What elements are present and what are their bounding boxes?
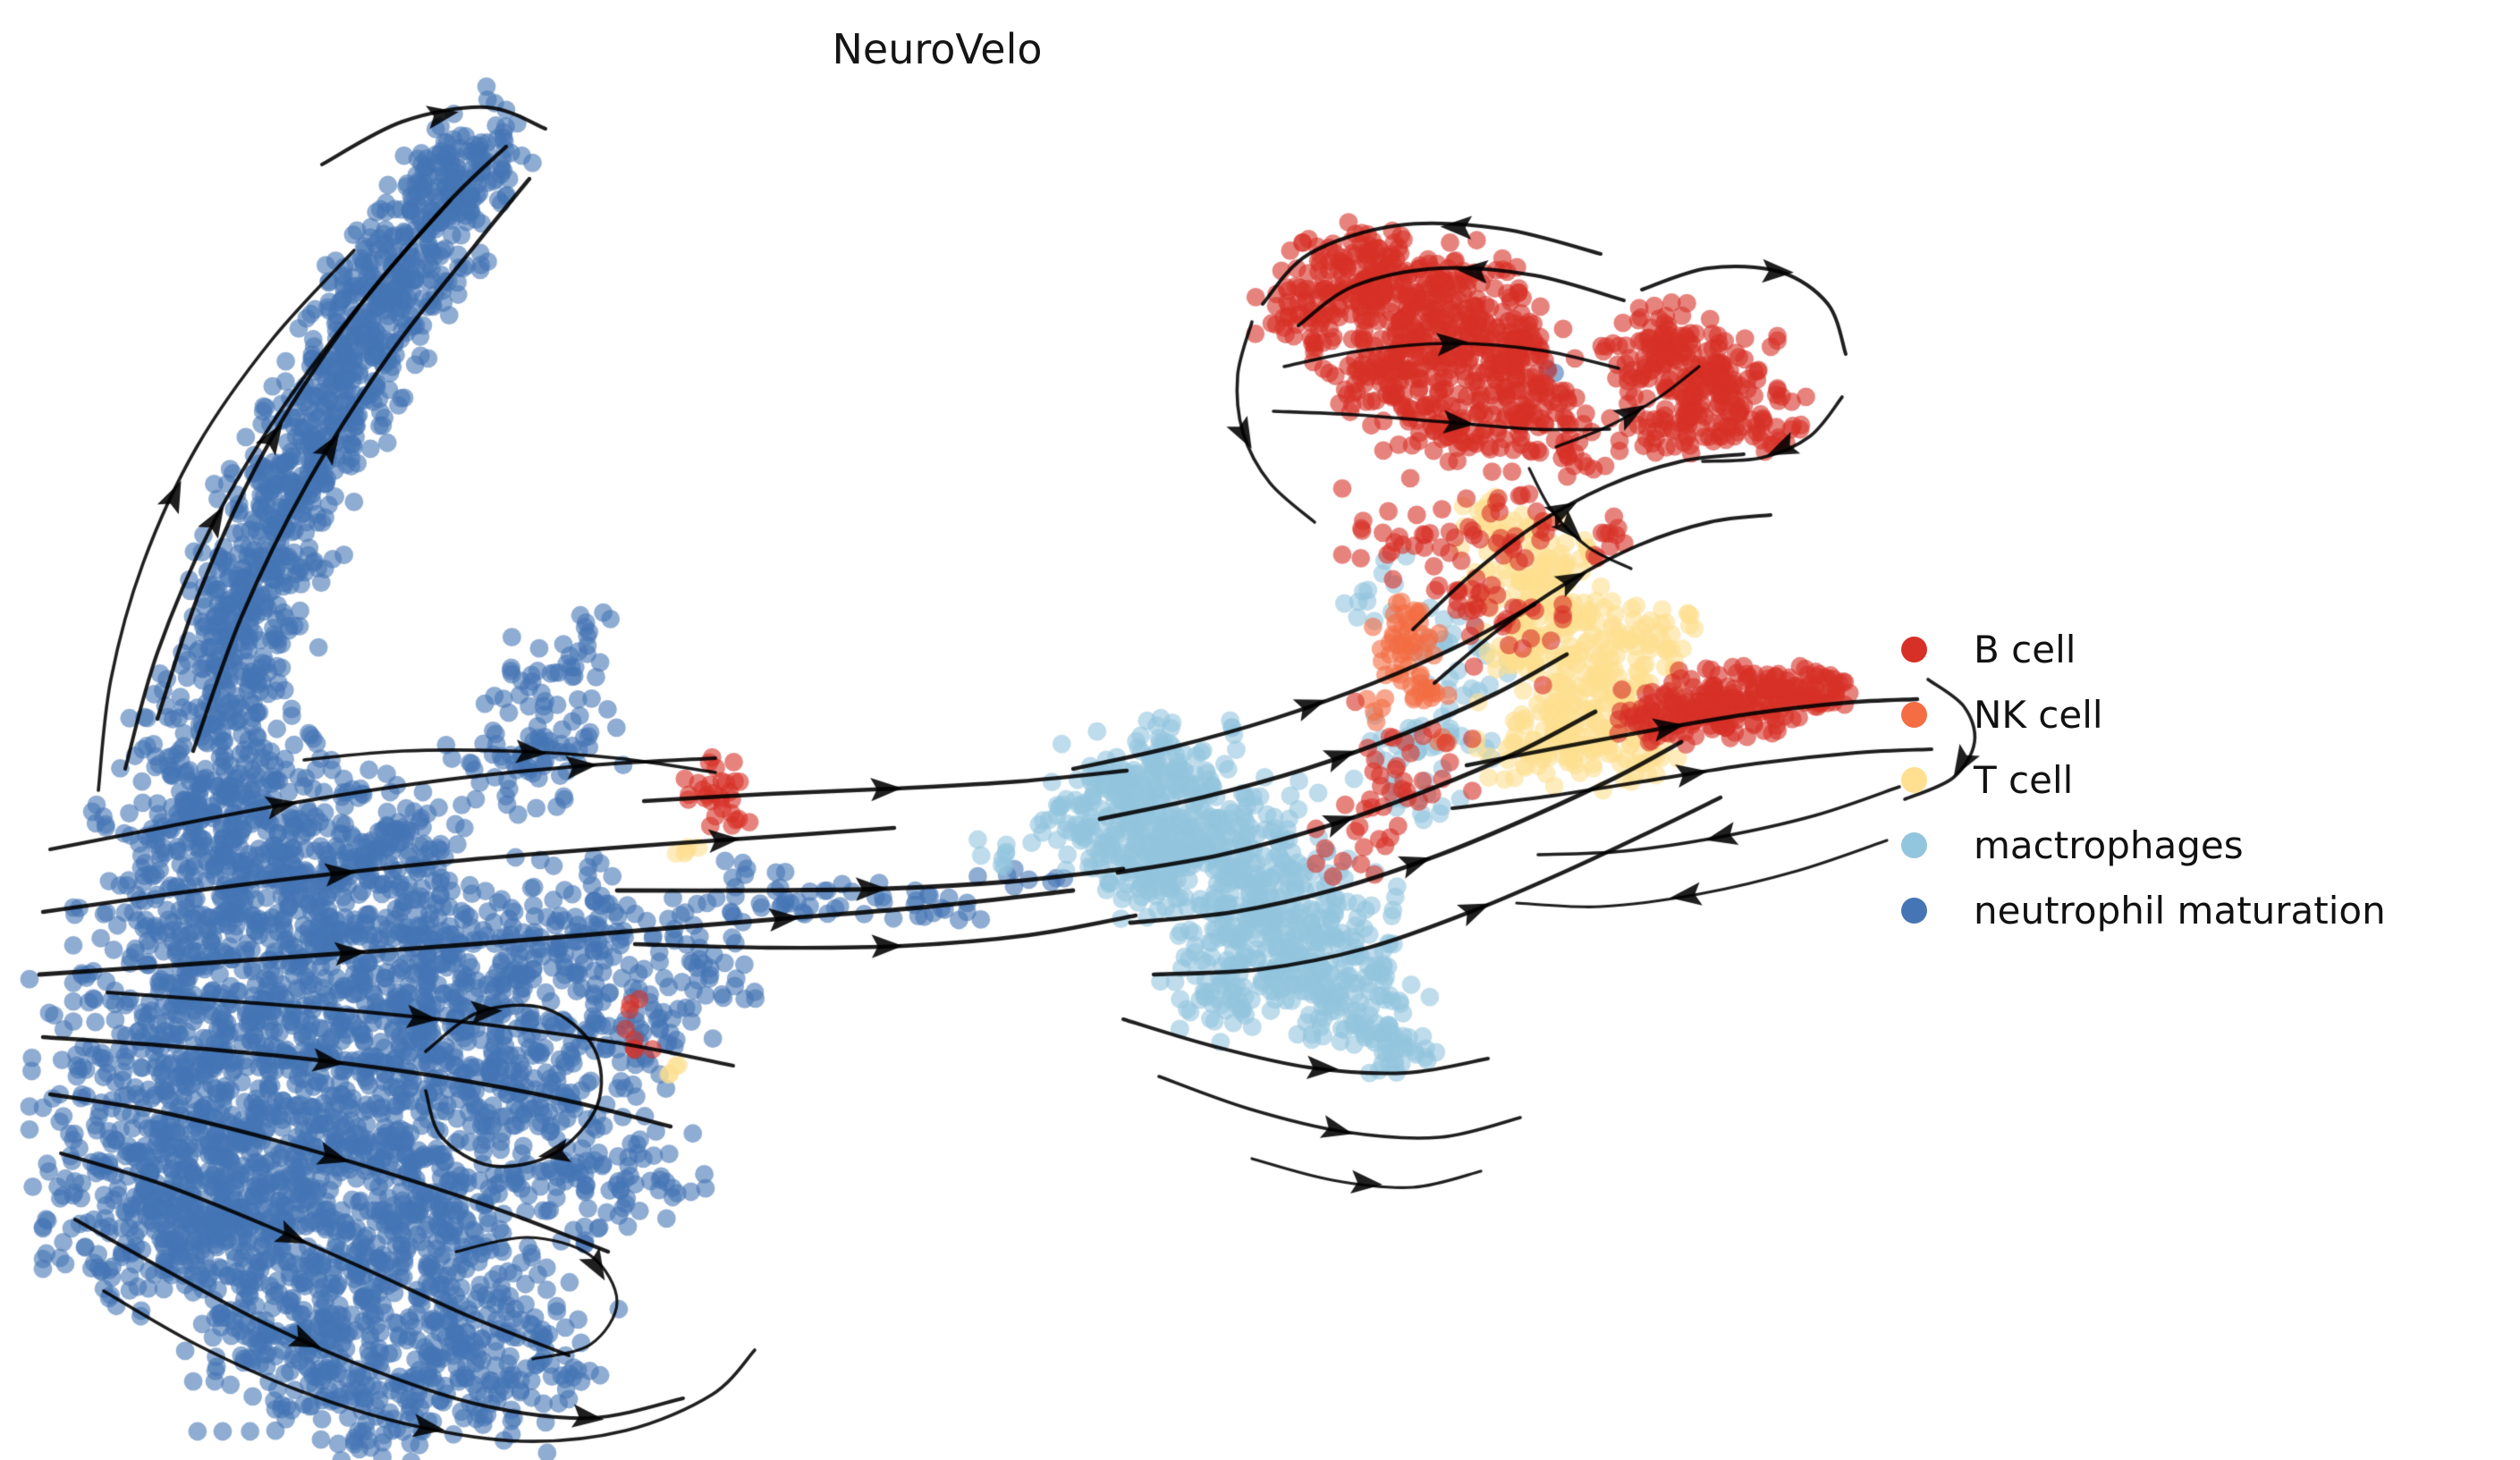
legend-label: B cell bbox=[1974, 628, 2076, 671]
legend-item: mactrophages bbox=[1901, 813, 2386, 878]
legend-marker-circle bbox=[1901, 832, 1927, 858]
legend-item: T cell bbox=[1901, 747, 2386, 813]
legend-label: mactrophages bbox=[1974, 823, 2244, 867]
legend-item: NK cell bbox=[1901, 682, 2386, 747]
legend-item: B cell bbox=[1901, 617, 2386, 682]
plot-title: NeuroVelo bbox=[832, 25, 1043, 73]
legend-label: T cell bbox=[1974, 758, 2074, 802]
legend: B cell NK cell T cell mactrophages neutrophi… bbox=[1901, 617, 2386, 943]
legend-label: NK cell bbox=[1974, 693, 2103, 737]
legend-marker-circle bbox=[1901, 767, 1927, 793]
legend-marker-circle bbox=[1901, 637, 1927, 662]
legend-marker-circle bbox=[1901, 702, 1927, 728]
legend-label: neutrophil maturation bbox=[1974, 889, 2386, 933]
legend-item: neutrophil maturation bbox=[1901, 878, 2386, 943]
legend-marker-circle bbox=[1901, 898, 1927, 924]
